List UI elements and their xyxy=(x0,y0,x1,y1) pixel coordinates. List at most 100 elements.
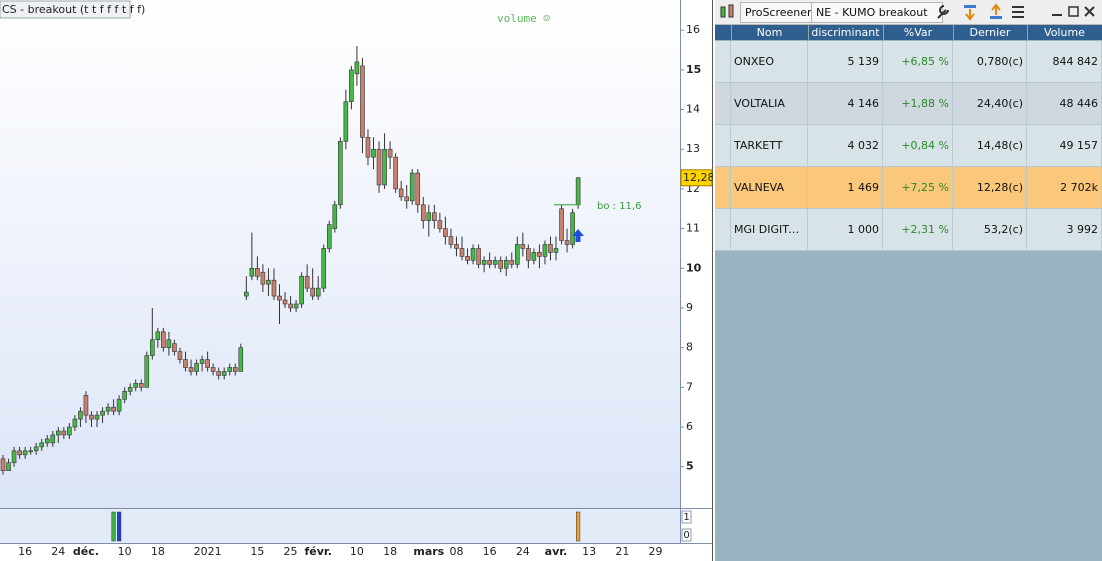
table-cell: 5 139 xyxy=(808,41,883,82)
tab[interactable]: ProScreener xyxy=(740,2,817,23)
signal-tick-box xyxy=(681,528,692,542)
y-tick-label: 5 xyxy=(686,460,694,473)
table-row[interactable]: VOLTALIA 4 146 +1,88 % 24,40(c) 48 446 xyxy=(715,83,1102,125)
candle-body xyxy=(448,236,454,245)
column-header[interactable]: Nom xyxy=(731,25,809,40)
candle-body xyxy=(575,177,581,206)
row-icon-cell xyxy=(715,83,731,124)
table-cell: 1 469 xyxy=(808,167,883,208)
candle-body xyxy=(55,430,61,436)
candle-body xyxy=(542,244,548,257)
signal-tick-box xyxy=(681,510,692,524)
candle-body xyxy=(465,256,470,261)
candle-body xyxy=(116,398,122,412)
table-cell: 14,48(c) xyxy=(953,125,1027,166)
table-row[interactable]: MGI DIGITAL ... 1 000 +2,31 % 53,2(c) 3 992 xyxy=(715,209,1102,251)
candle-body xyxy=(244,291,249,297)
x-tick-label: 10 xyxy=(350,545,364,558)
candle-body xyxy=(520,244,526,249)
column-header[interactable]: discriminant xyxy=(808,25,884,40)
column-header[interactable]: Volume xyxy=(1027,25,1102,40)
y-tick-label: 15 xyxy=(686,63,701,76)
candle-body xyxy=(382,148,387,186)
indicator-label: volume ☺ xyxy=(497,12,550,25)
candle-body xyxy=(487,260,492,265)
candle-body xyxy=(44,438,50,444)
candle-body xyxy=(166,339,172,348)
candle-body xyxy=(404,196,409,202)
candle-body xyxy=(498,260,504,269)
candle-body xyxy=(277,295,282,301)
column-header[interactable]: %Var xyxy=(883,25,954,40)
candle-body xyxy=(326,224,332,249)
signal-bar xyxy=(111,511,116,542)
candle-body xyxy=(138,383,144,388)
table-cell: ONXEO xyxy=(731,41,808,82)
chart-title: CS - breakout (t t f f f t f f) xyxy=(2,3,145,16)
table-cell: MGI DIGITAL ... xyxy=(731,209,808,250)
candle-body xyxy=(78,410,83,420)
candle-body xyxy=(183,359,188,368)
table-cell: 1 000 xyxy=(808,209,883,250)
candle-body xyxy=(376,148,382,186)
candle-body xyxy=(304,275,310,289)
y-tick-label: 8 xyxy=(686,341,693,354)
breakout-arrow xyxy=(572,229,584,242)
candle-body xyxy=(150,339,155,356)
column-header[interactable]: Dernier xyxy=(953,25,1028,40)
candle-body xyxy=(111,406,116,412)
row-icon-cell xyxy=(715,125,731,166)
candle-body xyxy=(537,252,542,257)
x-tick-label: 2021 xyxy=(194,545,222,558)
candle-body xyxy=(172,343,177,352)
candle-body xyxy=(216,371,221,376)
candle-body xyxy=(420,204,426,221)
candle-body xyxy=(476,248,481,265)
candle-body xyxy=(271,279,277,297)
y-tick-label: 9 xyxy=(686,301,693,314)
title-box xyxy=(0,0,131,19)
table-row[interactable]: VALNEVA 1 469 +7,25 % 12,28(c) 2 702k xyxy=(715,167,1102,209)
table-cell: 24,40(c) xyxy=(953,83,1027,124)
x-tick-label: avr. xyxy=(545,545,568,558)
table-row[interactable]: ONXEO 5 139 +6,85 % 0,780(c) 844 842 xyxy=(715,41,1102,83)
candle-body xyxy=(343,101,349,142)
table-cell: +2,31 % xyxy=(883,209,953,250)
table-cell: +7,25 % xyxy=(883,167,953,208)
candle-body xyxy=(105,406,111,412)
candle-body xyxy=(260,271,266,285)
row-icon-cell xyxy=(715,167,731,208)
candle-body xyxy=(127,387,133,392)
table-cell: TARKETT xyxy=(731,125,808,166)
y-tick-label: 6 xyxy=(686,420,693,433)
candle-body xyxy=(437,220,443,229)
table-row[interactable]: TARKETT 4 032 +0,84 % 14,48(c) 49 157 xyxy=(715,125,1102,167)
candles xyxy=(0,46,581,475)
candle-body xyxy=(282,299,288,305)
y-tick-label: 7 xyxy=(686,380,693,393)
candle-body xyxy=(50,434,56,444)
app-icon xyxy=(720,4,734,18)
breakout-label: bo : 11,6 xyxy=(597,201,641,212)
table-cell: 53,2(c) xyxy=(953,209,1027,250)
table-cell: 2 702k xyxy=(1027,167,1102,208)
candle-body xyxy=(144,355,150,388)
candle-body xyxy=(503,260,509,269)
candle-body xyxy=(288,303,293,309)
x-tick-label: 15 xyxy=(250,545,264,558)
candle-body xyxy=(293,303,299,309)
x-tick-label: févr. xyxy=(304,545,331,558)
candle-body xyxy=(409,172,415,202)
toolbar: ProScreener NE - KUMO breakout xyxy=(715,0,1102,25)
candle-body xyxy=(155,331,161,341)
table-header: Nom discriminant %Var Dernier Volume xyxy=(715,25,1102,40)
x-tick-label: 25 xyxy=(284,545,298,558)
candle-body xyxy=(315,287,321,297)
candle-body xyxy=(22,450,28,456)
candle-body xyxy=(100,410,105,416)
screener-dropdown[interactable]: NE - KUMO breakout xyxy=(811,2,943,23)
x-tick-label: 24 xyxy=(51,545,65,558)
last-price-tag xyxy=(680,169,713,187)
candle-body xyxy=(238,347,244,372)
